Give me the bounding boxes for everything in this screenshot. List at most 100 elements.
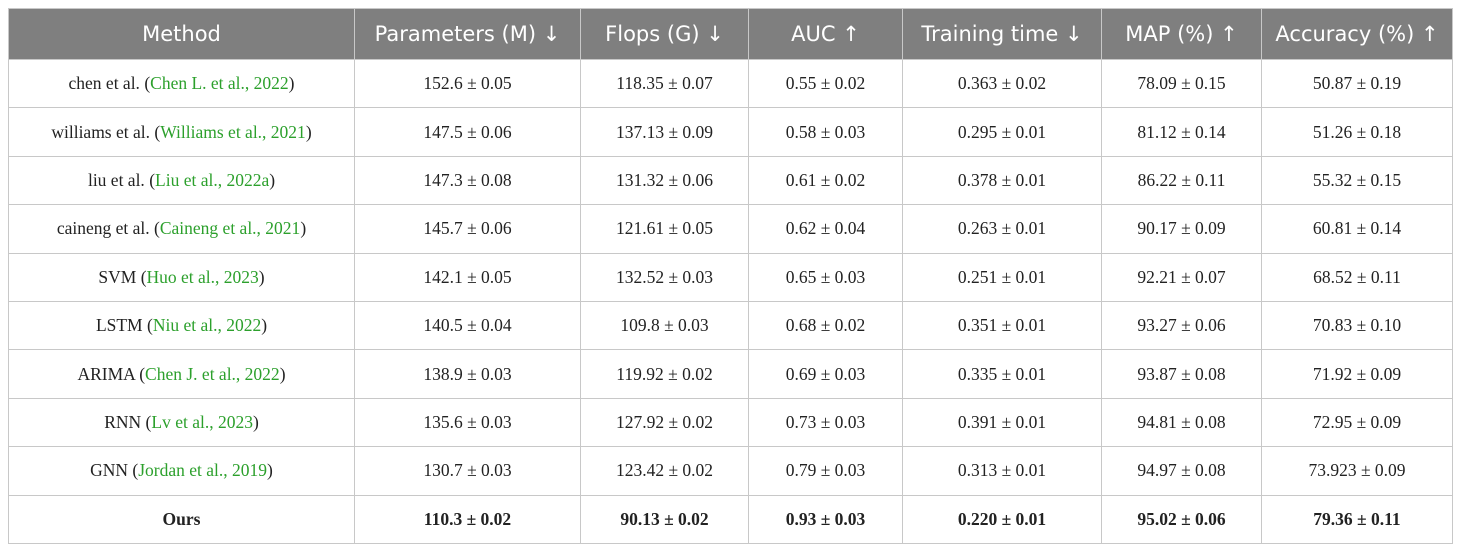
- paren: ): [305, 121, 312, 142]
- paren: (: [132, 460, 139, 481]
- value-cell: 93.87 ± 0.08: [1101, 349, 1262, 399]
- header-row: Method Parameters (M) ↓ Flops (G) ↓ AUC ↑ Tr…: [8, 8, 1453, 60]
- value-cell: 0.93 ± 0.03: [748, 494, 903, 544]
- value-cell: 130.7 ± 0.03: [354, 446, 581, 496]
- method-name: Ours: [162, 508, 201, 529]
- value-cell: 110.3 ± 0.02: [354, 494, 581, 544]
- value-cell: 138.9 ± 0.03: [354, 349, 581, 399]
- value-cell: 93.27 ± 0.06: [1101, 300, 1262, 351]
- value-cell: 145.7 ± 0.06: [354, 204, 581, 254]
- value-cell: 135.6 ± 0.03: [354, 397, 581, 448]
- header-cell: MAP (%) ↑: [1101, 8, 1262, 60]
- value-cell: 0.69 ± 0.03: [748, 349, 903, 399]
- value-cell: 123.42 ± 0.02: [580, 446, 749, 496]
- method-cell: Ours: [8, 494, 355, 544]
- paren: ): [261, 315, 268, 336]
- value-cell: 78.09 ± 0.15: [1101, 58, 1262, 109]
- value-cell: 72.95 ± 0.09: [1261, 397, 1453, 448]
- header-cell: AUC ↑: [748, 8, 903, 60]
- table-row: Ours 110.3 ± 0.02 90.13 ± 0.02 0.93 ± 0.03 0…: [8, 494, 1453, 544]
- paren: ): [279, 363, 286, 384]
- method-cell: ARIMA (Chen J. et al., 2022): [8, 349, 355, 399]
- table-row: LSTM (Niu et al., 2022) 140.5 ± 0.04 109.8…: [8, 300, 1453, 351]
- value-cell: 0.61 ± 0.02: [748, 155, 903, 206]
- value-cell: 50.87 ± 0.19: [1261, 58, 1453, 109]
- table-row: RNN (Lv et al., 2023) 135.6 ± 0.03 127.92 …: [8, 397, 1453, 448]
- value-cell: 95.02 ± 0.06: [1101, 494, 1262, 544]
- table-row: williams et al. (Williams et al., 2021) 1…: [8, 107, 1453, 157]
- value-cell: 94.81 ± 0.08: [1101, 397, 1262, 448]
- value-cell: 79.36 ± 0.11: [1261, 494, 1453, 544]
- value-cell: 71.92 ± 0.09: [1261, 349, 1453, 399]
- value-cell: 0.73 ± 0.03: [748, 397, 903, 448]
- method-cell: GNN (Jordan et al., 2019): [8, 446, 355, 496]
- value-cell: 51.26 ± 0.18: [1261, 107, 1453, 157]
- citation: Caineng et al., 2021: [159, 218, 301, 239]
- paren: (: [154, 218, 160, 239]
- value-cell: 0.378 ± 0.01: [902, 155, 1102, 206]
- citation: Liu et al., 2022a: [155, 169, 270, 190]
- paren: (: [139, 363, 146, 384]
- paren: ): [288, 73, 295, 94]
- method-cell: LSTM (Niu et al., 2022): [8, 300, 355, 351]
- paren: (: [147, 315, 153, 336]
- value-cell: 147.5 ± 0.06: [354, 107, 581, 157]
- table-body: chen et al. ( Chen L. et al., 2022) 152.6 …: [8, 58, 1453, 544]
- table-row: SVM (Huo et al., 2023) 142.1 ± 0.05 132.52…: [8, 252, 1453, 302]
- header-cell: Method: [8, 8, 355, 60]
- value-cell: 0.79 ± 0.03: [748, 446, 903, 496]
- method-cell: williams et al. (Williams et al., 2021): [8, 107, 355, 157]
- value-cell: 0.351 ± 0.01: [902, 300, 1102, 351]
- paren: (: [149, 169, 156, 190]
- value-cell: 92.21 ± 0.07: [1101, 252, 1262, 302]
- value-cell: 94.97 ± 0.08: [1101, 446, 1262, 496]
- value-cell: 132.52 ± 0.03: [580, 252, 749, 302]
- method-name: ARIMA: [77, 363, 135, 384]
- header-cell: Flops (G) ↓: [580, 8, 749, 60]
- method-name: liu et al.: [87, 169, 145, 190]
- table-row: GNN (Jordan et al., 2019) 130.7 ± 0.03 123…: [8, 446, 1453, 496]
- value-cell: 0.55 ± 0.02: [748, 58, 903, 109]
- method-name: SVM: [98, 266, 137, 287]
- value-cell: 142.1 ± 0.05: [354, 252, 581, 302]
- value-cell: 140.5 ± 0.04: [354, 300, 581, 351]
- table-row: caineng et al. (Caineng et al., 2021) 145…: [8, 204, 1453, 254]
- value-cell: 131.32 ± 0.06: [580, 155, 749, 206]
- paren: (: [140, 266, 147, 287]
- method-name: caineng et al.: [56, 218, 150, 239]
- value-cell: 152.6 ± 0.05: [354, 58, 581, 109]
- method-cell: liu et al. (Liu et al., 2022a): [8, 155, 355, 206]
- value-cell: 73.923 ± 0.09: [1261, 446, 1453, 496]
- method-name: chen et al.: [68, 73, 140, 94]
- citation: Lv et al., 2023: [151, 411, 253, 432]
- value-cell: 55.32 ± 0.15: [1261, 155, 1453, 206]
- citation: Chen L. et al., 2022: [150, 73, 289, 94]
- method-name: LSTM: [95, 315, 143, 336]
- paren: (: [145, 411, 152, 432]
- value-cell: 68.52 ± 0.11: [1261, 252, 1453, 302]
- value-cell: 70.83 ± 0.10: [1261, 300, 1453, 351]
- method-cell: caineng et al. (Caineng et al., 2021): [8, 204, 355, 254]
- table-row: liu et al. (Liu et al., 2022a) 147.3 ± 0.…: [8, 155, 1453, 206]
- value-cell: 0.220 ± 0.01: [902, 494, 1102, 544]
- value-cell: 0.263 ± 0.01: [902, 204, 1102, 254]
- method-cell: RNN (Lv et al., 2023): [8, 397, 355, 448]
- value-cell: 0.251 ± 0.01: [902, 252, 1102, 302]
- value-cell: 121.61 ± 0.05: [580, 204, 749, 254]
- value-cell: 81.12 ± 0.14: [1101, 107, 1262, 157]
- value-cell: 109.8 ± 0.03: [580, 300, 749, 351]
- value-cell: 118.35 ± 0.07: [580, 58, 749, 109]
- value-cell: 0.391 ± 0.01: [902, 397, 1102, 448]
- citation: Huo et al., 2023: [146, 266, 259, 287]
- results-table: Method Parameters (M) ↓ Flops (G) ↓ AUC ↑ Tr…: [8, 8, 1453, 544]
- value-cell: 90.17 ± 0.09: [1101, 204, 1262, 254]
- table-row: ARIMA (Chen J. et al., 2022) 138.9 ± 0.03…: [8, 349, 1453, 399]
- value-cell: 86.22 ± 0.11: [1101, 155, 1262, 206]
- value-cell: 0.65 ± 0.03: [748, 252, 903, 302]
- paren: ): [269, 169, 276, 190]
- paren: ): [300, 218, 307, 239]
- header-cell: Accuracy (%) ↑: [1261, 8, 1453, 60]
- value-cell: 90.13 ± 0.02: [580, 494, 749, 544]
- value-cell: 0.58 ± 0.03: [748, 107, 903, 157]
